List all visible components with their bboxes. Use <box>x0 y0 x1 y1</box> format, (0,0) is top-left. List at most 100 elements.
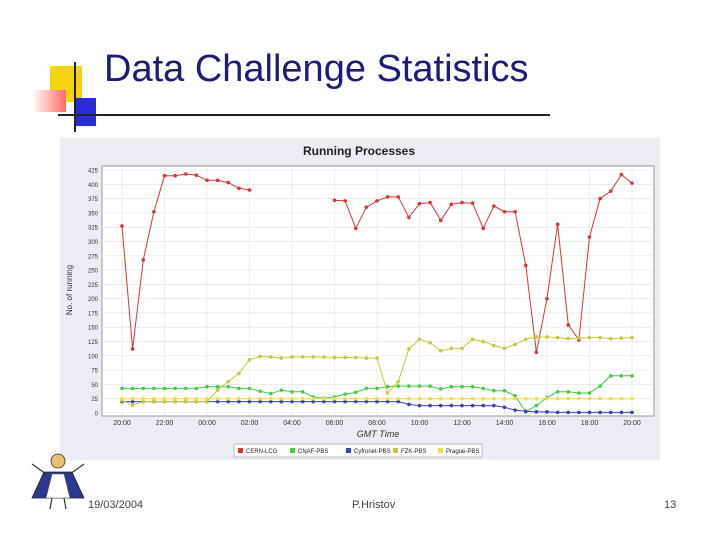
y-tick-label: 400 <box>88 183 99 189</box>
x-axis-label: GMT Time <box>357 429 399 439</box>
legend-label-fzk-pbs: FZK-PBS <box>401 449 426 455</box>
data-point-prague-pbs <box>332 396 337 401</box>
data-point-prague-pbs <box>417 396 422 401</box>
data-point-cnaf-pbs <box>364 386 369 391</box>
data-point-cyfronet-pbs <box>407 402 411 407</box>
data-point-cern-lcg <box>247 188 252 192</box>
legend-swatch-prague-pbs <box>438 448 443 453</box>
mascot-left-arm <box>31 463 47 475</box>
data-point-cern-lcg <box>555 222 560 227</box>
data-point-cyfronet-pbs <box>353 399 358 404</box>
data-point-cyfronet-pbs <box>449 403 454 408</box>
data-point-cyfronet-pbs <box>523 409 528 414</box>
data-point-cnaf-pbs <box>375 386 379 391</box>
data-point-cyfronet-pbs <box>258 399 262 404</box>
data-point-cern-lcg <box>619 172 624 177</box>
data-point-cnaf-pbs <box>608 374 613 378</box>
data-point-prague-pbs <box>343 396 347 401</box>
data-point-fzk-pbs <box>428 340 432 345</box>
series-layer <box>120 172 634 415</box>
data-point-cnaf-pbs <box>183 386 188 391</box>
data-point-cnaf-pbs <box>194 386 199 391</box>
data-point-cnaf-pbs <box>353 390 358 395</box>
data-point-cnaf-pbs <box>162 386 167 391</box>
data-point-cern-lcg <box>598 196 602 201</box>
x-tick-label: 12:00 <box>453 420 471 427</box>
data-point-cern-lcg <box>428 200 432 205</box>
grid-layer <box>104 168 652 415</box>
data-point-prague-pbs <box>300 396 305 401</box>
mascot-left-leg <box>49 497 53 510</box>
x-tick-label: 04:00 <box>283 420 301 427</box>
plot-background <box>101 165 655 417</box>
data-point-prague-pbs <box>141 396 146 401</box>
data-point-prague-pbs <box>120 396 124 401</box>
legend-swatch-fzk-pbs <box>393 448 398 453</box>
data-point-cyfronet-pbs <box>130 399 135 404</box>
data-point-cyfronet-pbs <box>343 399 347 404</box>
data-point-cyfronet-pbs <box>311 399 316 404</box>
data-point-cnaf-pbs <box>598 384 602 388</box>
data-point-cnaf-pbs <box>619 374 624 378</box>
data-point-cnaf-pbs <box>258 389 262 394</box>
data-point-fzk-pbs <box>268 355 273 359</box>
data-point-cyfronet-pbs <box>396 399 401 404</box>
data-point-fzk-pbs <box>545 335 549 339</box>
data-point-fzk-pbs <box>502 346 507 351</box>
y-tick-label: 425 <box>88 169 99 175</box>
data-point-cyfronet-pbs <box>215 399 220 404</box>
data-point-prague-pbs <box>438 396 443 401</box>
data-point-cnaf-pbs <box>449 384 454 389</box>
series-cern-lcg <box>120 172 634 355</box>
data-point-fzk-pbs <box>523 337 528 342</box>
data-point-fzk-pbs <box>481 339 486 344</box>
mascot-apron <box>45 473 71 499</box>
data-point-prague-pbs <box>555 396 560 401</box>
data-point-fzk-pbs <box>364 356 369 360</box>
data-point-prague-pbs <box>353 396 358 401</box>
data-point-cyfronet-pbs <box>470 403 475 408</box>
x-tick-label: 02:00 <box>241 420 259 427</box>
data-point-cnaf-pbs <box>492 388 496 393</box>
data-point-prague-pbs <box>194 396 199 401</box>
data-point-prague-pbs <box>619 396 624 401</box>
data-point-cyfronet-pbs <box>630 410 634 415</box>
data-point-prague-pbs <box>407 396 411 401</box>
data-point-fzk-pbs <box>130 403 135 407</box>
data-point-cern-lcg <box>545 296 549 301</box>
data-point-cern-lcg <box>449 202 454 207</box>
data-point-cern-lcg <box>205 178 209 183</box>
data-point-cyfronet-pbs <box>364 399 369 404</box>
data-point-prague-pbs <box>481 396 486 401</box>
data-point-cern-lcg <box>183 172 188 176</box>
blue-square <box>76 98 96 126</box>
data-point-cyfronet-pbs <box>481 403 486 408</box>
data-point-cnaf-pbs <box>215 384 220 389</box>
data-point-cyfronet-pbs <box>577 410 581 415</box>
data-point-prague-pbs <box>545 396 549 401</box>
x-tick-label: 20:00 <box>623 420 641 427</box>
data-point-cnaf-pbs <box>630 374 634 378</box>
x-tick-label: 16:00 <box>538 420 556 427</box>
data-point-fzk-pbs <box>587 335 592 340</box>
data-point-fzk-pbs <box>417 337 422 342</box>
data-point-prague-pbs <box>279 396 284 401</box>
legend-label-prague-pbs: Prague-PBS <box>446 449 479 455</box>
y-axis-label: No. of running <box>65 265 74 315</box>
y-tick-label: 275 <box>88 254 99 260</box>
data-point-prague-pbs <box>523 396 528 401</box>
data-point-prague-pbs <box>608 396 613 401</box>
series-prague-pbs <box>120 396 634 401</box>
y-tick-label: 150 <box>88 326 99 332</box>
data-point-cnaf-pbs <box>566 390 571 394</box>
data-point-prague-pbs <box>258 396 262 401</box>
data-point-fzk-pbs <box>322 355 326 359</box>
title-underline <box>58 114 550 116</box>
data-point-cern-lcg <box>513 209 517 214</box>
data-point-cnaf-pbs <box>152 386 156 391</box>
data-point-prague-pbs <box>566 396 571 401</box>
chart-title: Running Processes <box>303 144 415 158</box>
mascot-head <box>50 453 66 469</box>
data-point-prague-pbs <box>534 396 539 401</box>
data-point-cnaf-pbs <box>502 388 507 393</box>
